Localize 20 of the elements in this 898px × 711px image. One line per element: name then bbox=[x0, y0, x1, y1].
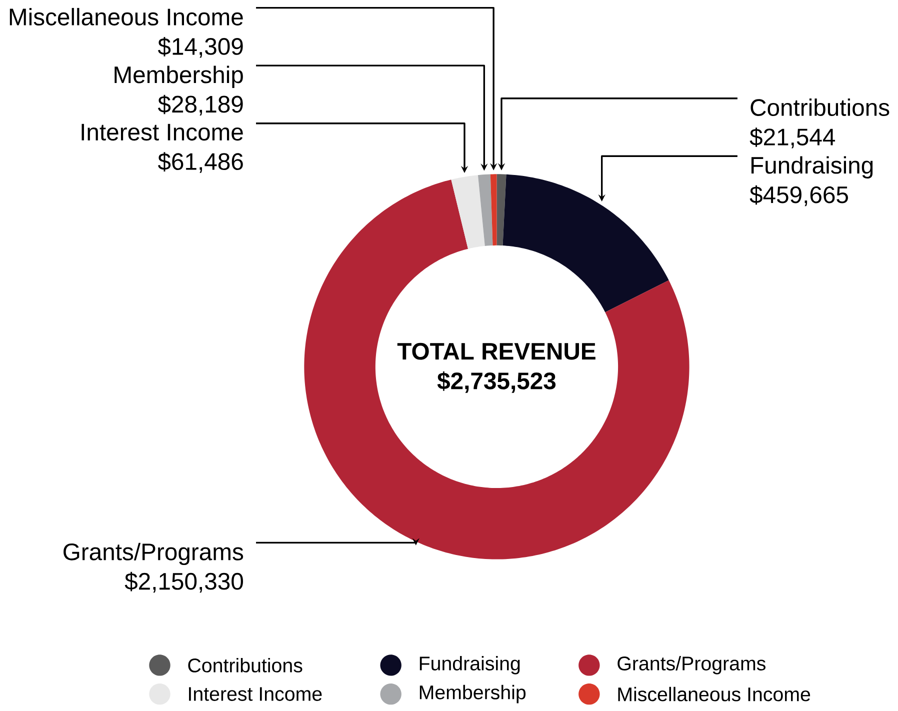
slice-label: Fundraising bbox=[751, 156, 873, 178]
slice-label: Interest Income bbox=[82, 124, 243, 140]
data-label: $28,189 bbox=[158, 94, 243, 116]
legend-label: Grants/Programs bbox=[618, 656, 766, 674]
data-label: $2,150,330 bbox=[124, 572, 243, 593]
data-label: $21,544 bbox=[750, 127, 836, 148]
data-label: $61,486 bbox=[158, 152, 243, 173]
slice-label: Contributions bbox=[750, 98, 890, 116]
slice-label: Miscellaneous Income bbox=[10, 8, 243, 26]
slice-label: Grants/Programs bbox=[64, 542, 244, 565]
legend-label: Fundraising bbox=[420, 656, 520, 674]
slice-label: Membership bbox=[114, 66, 243, 88]
legend-label: Miscellaneous Income bbox=[618, 686, 810, 702]
legend-label: Interest Income bbox=[189, 687, 322, 701]
text: TOTAL REVENUE bbox=[397, 342, 596, 360]
data-label: $14,309 bbox=[158, 36, 243, 58]
legend-label: Membership bbox=[420, 684, 526, 704]
data-label: $459,665 bbox=[750, 185, 848, 206]
text: $2,735,523 bbox=[437, 371, 556, 393]
legend-label: Contributions bbox=[188, 658, 302, 672]
